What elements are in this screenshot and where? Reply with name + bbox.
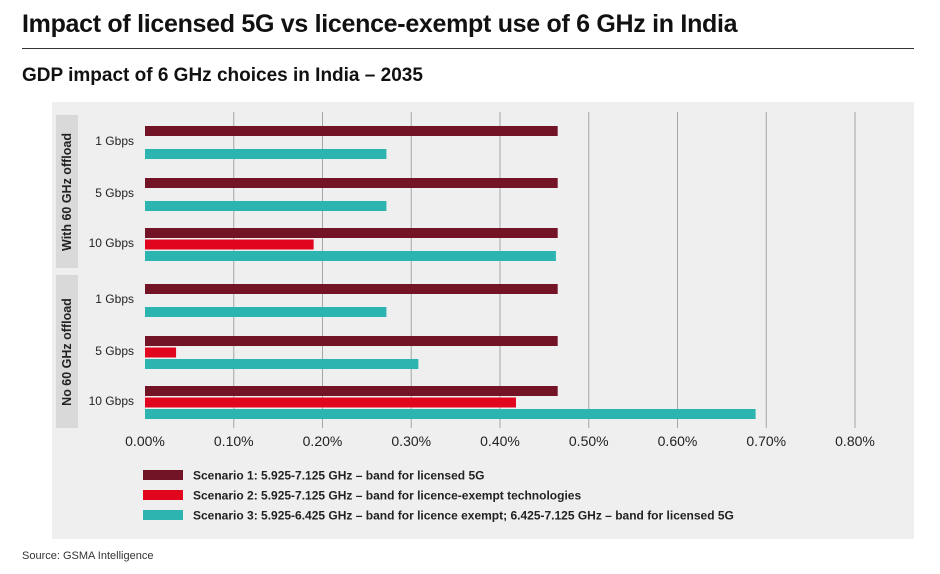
legend-label-scenario-2: Scenario 2: 5.925-7.125 GHz – band for l… bbox=[193, 489, 581, 503]
bar-scenario-2 bbox=[145, 347, 177, 358]
title-divider bbox=[22, 48, 914, 49]
legend-label-scenario-1: Scenario 1: 5.925-7.125 GHz – band for l… bbox=[193, 469, 484, 483]
category-label: 1 Gbps bbox=[95, 292, 134, 306]
bar-scenario-3 bbox=[145, 201, 387, 211]
legend-swatch-scenario-3 bbox=[143, 510, 183, 520]
category-label: 5 Gbps bbox=[95, 344, 134, 358]
bar-scenario-3 bbox=[145, 307, 387, 317]
x-tick-label: 0.20% bbox=[303, 433, 343, 449]
bar-scenario-3 bbox=[145, 359, 419, 369]
legend-swatch-scenario-2 bbox=[143, 490, 183, 500]
bar-scenario-1 bbox=[145, 386, 558, 396]
x-tick-label: 0.10% bbox=[214, 433, 254, 449]
bar-scenario-3 bbox=[145, 149, 387, 159]
bar-scenario-1 bbox=[145, 178, 558, 188]
bar-scenario-1 bbox=[145, 284, 558, 294]
chart-title: GDP impact of 6 GHz choices in India – 2… bbox=[22, 65, 423, 86]
bar-scenario-2 bbox=[145, 397, 516, 408]
chart-panel bbox=[52, 102, 914, 539]
x-tick-label: 0.60% bbox=[658, 433, 698, 449]
bar-scenario-1 bbox=[145, 228, 558, 238]
category-label: 10 Gbps bbox=[89, 394, 134, 408]
legend-label-scenario-3: Scenario 3: 5.925-6.425 GHz – band for l… bbox=[193, 509, 734, 523]
bar-scenario-2 bbox=[145, 239, 314, 250]
bar-scenario-3 bbox=[145, 409, 756, 419]
page-title: Impact of licensed 5G vs licence-exempt … bbox=[22, 10, 738, 38]
x-tick-label: 0.30% bbox=[391, 433, 431, 449]
x-tick-label: 0.80% bbox=[835, 433, 875, 449]
category-label: 10 Gbps bbox=[89, 236, 134, 250]
x-tick-label: 0.70% bbox=[746, 433, 786, 449]
category-label: 1 Gbps bbox=[95, 134, 134, 148]
x-tick-label: 0.50% bbox=[569, 433, 609, 449]
source-note: Source: GSMA Intelligence bbox=[22, 550, 154, 562]
x-tick-label: 0.00% bbox=[125, 433, 165, 449]
category-label: 5 Gbps bbox=[95, 186, 134, 200]
group-label-no-60ghz-offload: No 60 GHz offload bbox=[56, 275, 78, 428]
bar-scenario-1 bbox=[145, 126, 558, 136]
x-tick-label: 0.40% bbox=[480, 433, 520, 449]
group-label-with-60ghz-offload: With 60 GHz offload bbox=[56, 115, 78, 268]
legend-swatch-scenario-1 bbox=[143, 470, 183, 480]
bar-scenario-1 bbox=[145, 336, 558, 346]
bar-scenario-3 bbox=[145, 251, 556, 261]
